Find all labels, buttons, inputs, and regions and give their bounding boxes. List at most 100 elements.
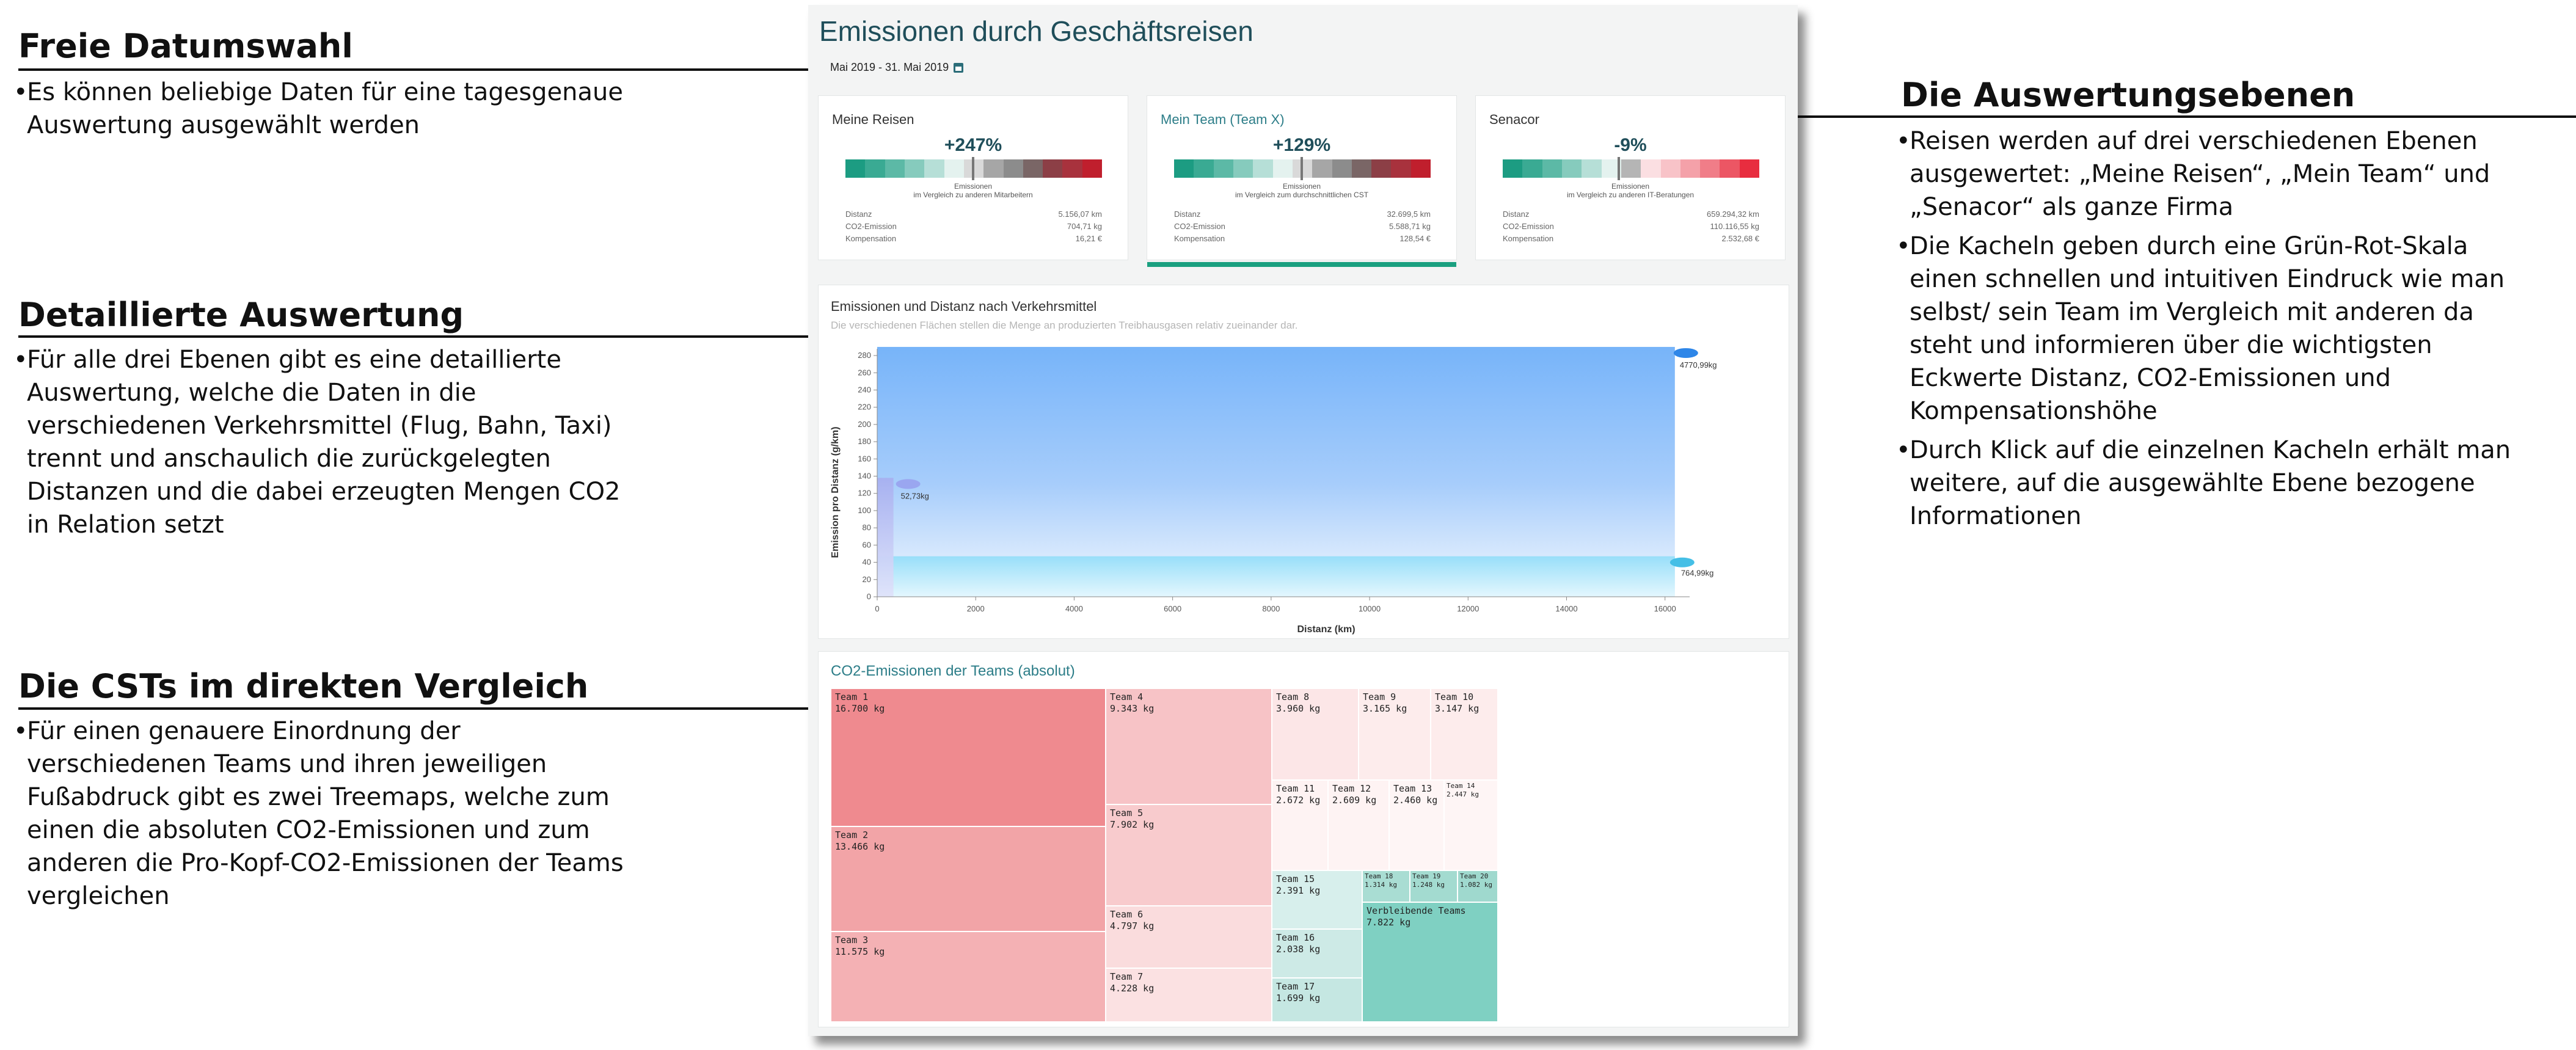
treemap-cell-value: 2.609 kg xyxy=(1332,795,1377,806)
y-axis-label: Emission pro Distanz (g/km) xyxy=(830,426,841,558)
tile-percent: -9% xyxy=(1614,135,1647,155)
emission-scale xyxy=(845,159,1103,178)
treemap-cell-value: 9.343 kg xyxy=(1110,703,1155,714)
tile-mein-team[interactable]: Mein Team (Team X) +129% Emissionen im V… xyxy=(1147,95,1457,267)
treemap-cell-name: Team 19 xyxy=(1412,872,1441,880)
treemap-cell[interactable]: Team 20 1.082 kg xyxy=(1458,870,1498,902)
treemap-cell[interactable]: Team 16 2.038 kg xyxy=(1272,929,1362,978)
row-label: CO2-Emission xyxy=(845,222,897,231)
tile-label: Mein Team (Team X) xyxy=(1161,112,1285,127)
tile-row: Distanz 32.699,5 km xyxy=(1174,210,1431,219)
row-value: 5.156,07 km xyxy=(1058,210,1102,219)
treemap-cell[interactable]: Verbleibende Teams 7.822 kg xyxy=(1362,902,1498,1022)
row-value: 2.532,68 € xyxy=(1721,234,1759,243)
treemap-cell[interactable]: Team 15 2.391 kg xyxy=(1272,870,1362,929)
y-tick-label: 140 xyxy=(858,472,871,481)
tile-meine-reisen[interactable]: Meine Reisen +247% Emissionen im Verglei… xyxy=(818,95,1128,260)
annotation-title: Die CSTs im direkten Vergleich xyxy=(18,667,589,705)
treemap-cell[interactable]: Team 17 1.699 kg xyxy=(1272,978,1362,1022)
y-tick-label: 220 xyxy=(858,403,871,412)
treemap-cell-value: 2.038 kg xyxy=(1276,944,1321,955)
row-label: Distanz xyxy=(1174,210,1201,219)
x-axis-label: Distanz (km) xyxy=(1297,624,1355,635)
tile-subtitle: Emissionen im Vergleich zum durchschnitt… xyxy=(1235,182,1369,199)
y-tick-label: 280 xyxy=(858,351,871,360)
treemap: Team 1 16.700 kg Team 2 13.466 kg Team 3 11.5… xyxy=(831,688,1498,1022)
treemap-cell[interactable]: Team 4 9.343 kg xyxy=(1106,688,1272,804)
x-tick-label: 10000 xyxy=(1359,604,1381,613)
treemap-cell[interactable]: Team 6 4.797 kg xyxy=(1106,906,1272,968)
treemap-cell[interactable]: Team 19 1.248 kg xyxy=(1410,870,1458,902)
row-value: 5.588,71 kg xyxy=(1389,222,1431,231)
treemap-cell-value: 2.672 kg xyxy=(1276,795,1321,806)
treemap-cell-value: 1.314 kg xyxy=(1365,881,1397,889)
y-tick-label: 0 xyxy=(867,592,871,601)
treemap-cell-value: 1.082 kg xyxy=(1460,881,1492,889)
treemap-cell-name: Team 7 xyxy=(1110,971,1144,982)
tile-percent: +129% xyxy=(1272,135,1331,155)
annotation-title: Freie Datumswahl xyxy=(18,27,353,65)
rail-area xyxy=(877,556,1675,597)
treemap-cell[interactable]: Team 14 2.447 kg xyxy=(1444,780,1498,870)
x-tick-label: 2000 xyxy=(967,604,985,613)
treemap-cell[interactable]: Team 7 4.228 kg xyxy=(1106,968,1272,1022)
treemap-cell-value: 11.575 kg xyxy=(835,946,885,957)
treemap-cell-value: 1.699 kg xyxy=(1276,993,1321,1004)
series-label: 52,73kg xyxy=(901,491,929,500)
scale-marker xyxy=(1618,157,1620,180)
treemap-cell[interactable]: Team 11 2.672 kg xyxy=(1272,780,1328,870)
treemap-cell[interactable]: Team 2 13.466 kg xyxy=(831,826,1106,932)
treemap-cell[interactable]: Team 10 3.147 kg xyxy=(1431,688,1498,780)
row-label: Kompensation xyxy=(1503,234,1554,243)
treemap-cell[interactable]: Team 5 7.902 kg xyxy=(1106,804,1272,906)
tile-row: Kompensation 128,54 € xyxy=(1174,234,1431,243)
row-value: 32.699,5 km xyxy=(1387,210,1431,219)
annotation-bullet: Für alle drei Ebenen gibt es eine detail… xyxy=(13,343,783,541)
series-label: 764,99kg xyxy=(1681,569,1714,578)
date-range-picker[interactable]: Mai 2019 - 31. Mai 2019 xyxy=(830,61,964,74)
treemap-cell-value: 3.960 kg xyxy=(1276,703,1321,714)
y-tick-label: 40 xyxy=(863,558,871,567)
row-value: 16,21 € xyxy=(1075,234,1102,243)
treemap-cell[interactable]: Team 8 3.960 kg xyxy=(1272,688,1359,780)
treemap-cell-value: 7.822 kg xyxy=(1366,917,1411,928)
annotation-bullet: Reisen werden auf drei verschiedenen Ebe… xyxy=(1896,125,2574,224)
emission-scale xyxy=(1174,159,1431,178)
treemap-cell[interactable]: Team 1 16.700 kg xyxy=(831,688,1106,826)
page-title: Emissionen durch Geschäftsreisen xyxy=(819,15,1253,47)
treemap-cell[interactable]: Team 18 1.314 kg xyxy=(1362,870,1410,902)
treemap-cell-value: 16.700 kg xyxy=(835,703,885,714)
calendar-icon[interactable] xyxy=(954,62,964,73)
tile-percent: +247% xyxy=(944,135,1002,155)
treemap-cell[interactable]: Team 3 11.575 kg xyxy=(831,932,1106,1022)
tile-row: CO2-Emission 704,71 kg xyxy=(845,222,1102,231)
annotation-bullet: Durch Klick auf die einzelnen Kacheln er… xyxy=(1896,434,2574,533)
annotation-bullets: Für alle drei Ebenen gibt es eine detail… xyxy=(13,343,783,547)
treemap-cell-name: Team 4 xyxy=(1110,691,1144,702)
tile-subtitle: Emissionen im Vergleich zu anderen Mitar… xyxy=(913,182,1033,199)
distance-chart: 0 2000 4000 6000 8000 10000 12000 14000 16000 0 20… xyxy=(830,346,1717,635)
treemap-cell-value: 2.391 kg xyxy=(1276,885,1321,896)
tile-senacor[interactable]: Senacor -9% Emissionen im Vergleich zu a… xyxy=(1475,95,1786,260)
annotation-bullets: Für einen genauere Einordnung der versch… xyxy=(13,715,783,919)
y-tick-label: 200 xyxy=(858,420,871,429)
treemap-cell-name: Team 16 xyxy=(1276,932,1315,943)
annotation-bullet: Es können beliebige Daten für eine tages… xyxy=(13,76,783,142)
treemap-cell-name: Team 14 xyxy=(1447,782,1475,790)
treemap-cell[interactable]: Team 9 3.165 kg xyxy=(1359,688,1431,780)
x-tick-label: 6000 xyxy=(1164,604,1181,613)
y-tick-label: 20 xyxy=(863,575,871,584)
treemap-card: CO2-Emissionen der Teams (absolut) Team … xyxy=(818,651,1789,1027)
treemap-cell-name: Team 18 xyxy=(1365,872,1393,880)
treemap-cell[interactable]: Team 12 2.609 kg xyxy=(1328,780,1389,870)
taxi-icon xyxy=(896,479,921,489)
treemap-cell[interactable]: Team 13 2.460 kg xyxy=(1389,780,1444,870)
distance-chart-card: Emissionen und Distanz nach Verkehrsmitt… xyxy=(818,285,1789,639)
annotation-title: Detaillierte Auswertung xyxy=(18,296,464,334)
row-value: 128,54 € xyxy=(1399,234,1431,243)
row-label: CO2-Emission xyxy=(1174,222,1225,231)
series-label: 4770,99kg xyxy=(1680,360,1717,370)
tile-row: Kompensation 16,21 € xyxy=(845,234,1102,243)
scale-marker xyxy=(1301,157,1303,180)
x-tick-label: 0 xyxy=(875,604,879,613)
